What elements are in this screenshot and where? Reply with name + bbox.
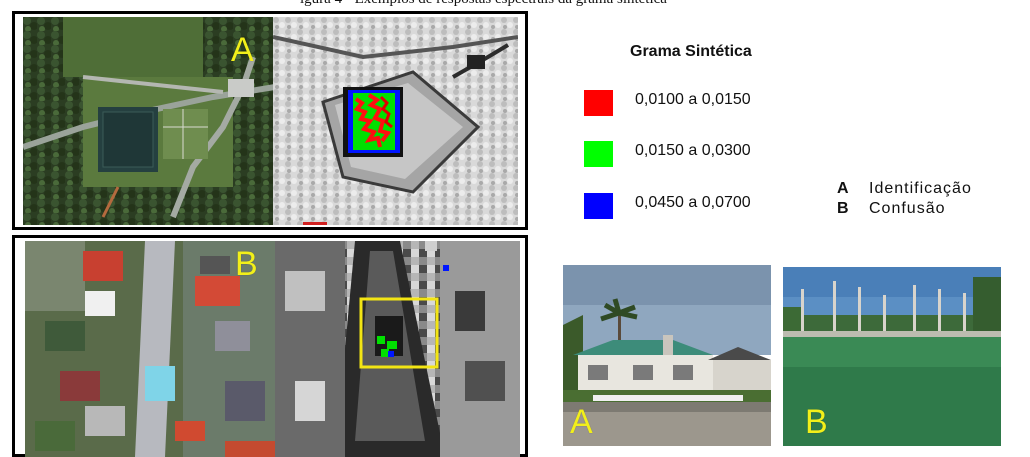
legend-title: Grama Sintética xyxy=(630,43,752,60)
key-item-b: B Confusão xyxy=(837,200,946,218)
panel-b-label: B xyxy=(235,245,258,283)
legend-item-blue: 0,0450 a 0,0700 xyxy=(584,193,824,225)
legend-swatch-blue xyxy=(584,193,613,219)
legend-item-red: 0,0100 a 0,0150 xyxy=(584,90,824,122)
classified-image-a xyxy=(273,17,518,225)
key-letter: A xyxy=(837,180,849,197)
legend-swatch-green xyxy=(584,141,613,167)
photo-a: A xyxy=(563,265,771,446)
panel-a-label: A xyxy=(231,31,254,69)
photo-a-label: A xyxy=(570,403,593,441)
satellite-image-a: A xyxy=(23,17,275,225)
legend-swatch-red xyxy=(584,90,613,116)
key-text: Identificação xyxy=(869,180,972,197)
photo-b-label: B xyxy=(805,403,828,441)
figure-caption: igura 4 - Exemplos de respostas espectra… xyxy=(300,0,720,8)
key-text: Confusão xyxy=(869,200,946,217)
key-item-a: A Identificação xyxy=(837,180,972,198)
photo-b: B xyxy=(783,267,1001,446)
legend-label: 0,0450 a 0,0700 xyxy=(635,194,751,211)
legend-label: 0,0100 a 0,0150 xyxy=(635,91,751,108)
legend-label: 0,0150 a 0,0300 xyxy=(635,142,751,159)
legend-item-green: 0,0150 a 0,0300 xyxy=(584,141,824,173)
classified-image-b xyxy=(275,241,520,457)
key-letter: B xyxy=(837,200,849,217)
panel-b-frame: B xyxy=(12,235,528,457)
satellite-image-b: B xyxy=(25,241,277,457)
panel-a-frame: A xyxy=(12,11,528,230)
